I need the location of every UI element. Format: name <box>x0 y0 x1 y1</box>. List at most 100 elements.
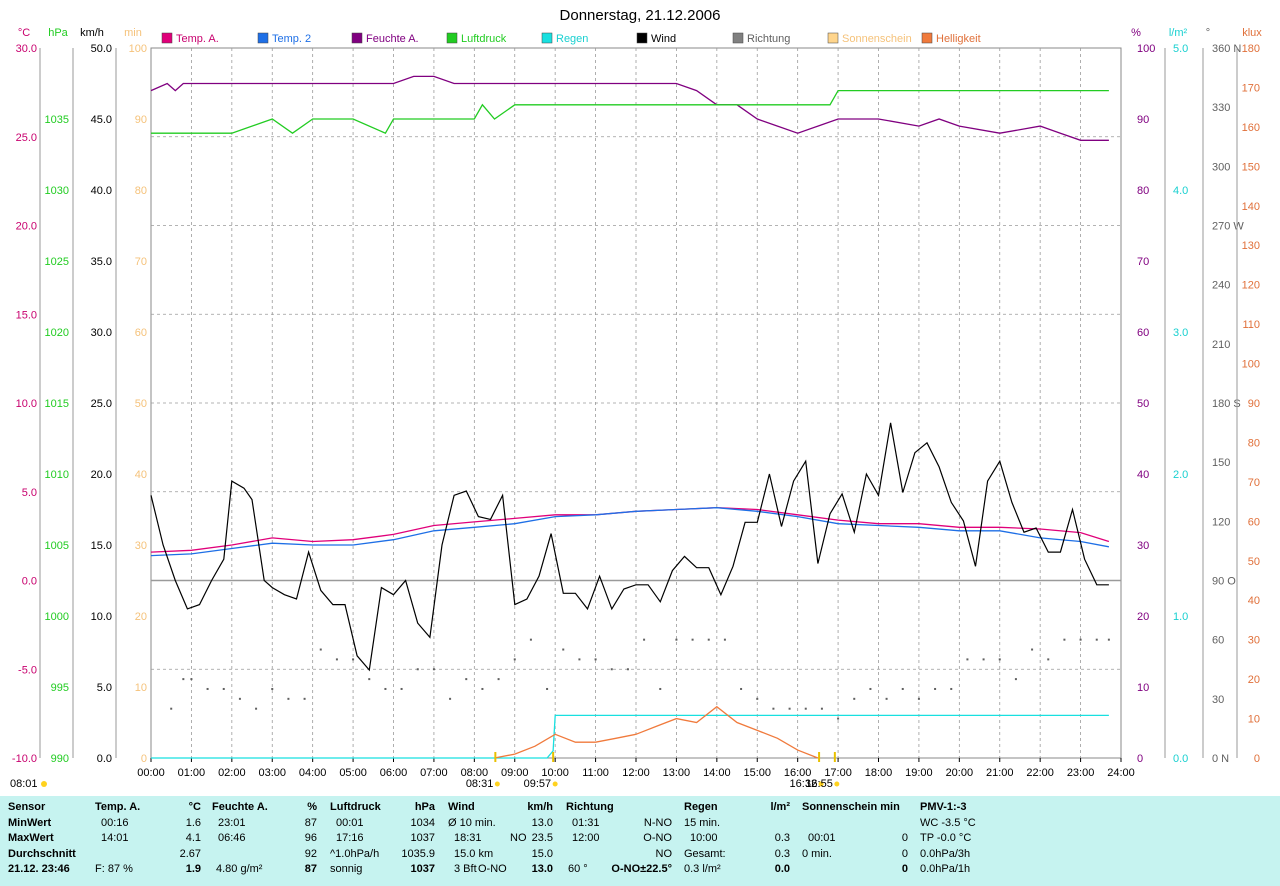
axis-tick-left: 25.0 <box>91 398 112 410</box>
axis-tick-left: 1000 <box>45 611 69 623</box>
stats-humidity-min-time: 23:01 <box>218 816 246 829</box>
series-line-feuchte-a- <box>150 75 1109 141</box>
legend-swatch <box>541 32 553 44</box>
axis-tick-right: 110 <box>1242 319 1260 331</box>
stats-wind-beaufort: 3 Bft <box>454 863 477 875</box>
axis-tick-left: 35.0 <box>91 256 112 268</box>
axis-tick-right: 10 <box>1137 682 1149 694</box>
axis-tick-right: 5.0 <box>1173 43 1188 55</box>
series-line-temp-2 <box>150 507 1110 557</box>
stats-humidity-header: Feuchte A. <box>212 801 268 813</box>
axis-tick-right: 130 <box>1242 240 1260 252</box>
weather-chart: Donnerstag, 21.12.2006 Temp. A. Temp. 2 Feu… <box>10 7 1262 790</box>
x-tick-label: 00:00 <box>137 767 165 779</box>
stats-row-label: MaxWert <box>8 832 54 844</box>
direction-point <box>934 687 937 690</box>
x-tick-label: 22:00 <box>1026 767 1054 779</box>
legend-swatch <box>636 32 648 44</box>
direction-point <box>368 678 371 681</box>
legend-label: Richtung <box>747 33 790 45</box>
axis-tick-left: 30.0 <box>91 327 112 339</box>
direction-point <box>659 687 662 690</box>
x-tick-label: 14:00 <box>703 767 731 779</box>
stats-sunshine-avg-value: 0 <box>901 847 908 860</box>
stats-pressure-1h: 0.0hPa/1h <box>920 863 971 875</box>
sunrise-label: 08:01 <box>10 778 38 790</box>
stats-wind-run: 15.0 km <box>454 847 494 860</box>
series-line-luftdruck <box>151 89 1109 135</box>
legend-swatch <box>351 32 363 44</box>
statistics-panel: Sensor MinWert MaxWert Durchschnitt 21.1… <box>0 796 1280 886</box>
sun-icon <box>552 781 558 787</box>
stats-pmv-header: PMV-1:-3 <box>920 801 967 813</box>
legend-swatch <box>446 32 458 44</box>
series-line-helligkeit <box>494 705 819 759</box>
axis-unit-right: % <box>1131 27 1141 39</box>
axis-tick-right: 160 <box>1242 122 1260 134</box>
axis-tick-right: 0.0 <box>1173 753 1188 765</box>
direction-point <box>772 707 775 710</box>
axis-tick-left: 90 <box>135 114 147 126</box>
legend-label: Luftdruck <box>461 33 507 45</box>
axis-tick-left: 0.0 <box>22 576 37 588</box>
stats-humidity-unit: % <box>307 801 317 813</box>
x-tick-label: 01:00 <box>178 767 206 779</box>
direction-point <box>707 638 710 641</box>
axis-tick-left: 990 <box>51 753 69 765</box>
stats-pressure-min-time: 00:01 <box>336 816 364 829</box>
stats-direction-degrees: 60 ° <box>568 863 588 875</box>
axis-tick-right: 60 <box>1248 516 1260 528</box>
legend-swatch <box>161 32 173 44</box>
direction-point <box>465 678 468 681</box>
stats-rain-interval: 15 min. <box>684 816 721 829</box>
axis-tick-right: 40 <box>1137 469 1149 481</box>
axis-tick-left: 10 <box>135 682 147 694</box>
direction-point <box>966 658 969 661</box>
legend-label: Helligkeit <box>936 33 981 45</box>
stats-temp-max-time: 14:01 <box>101 832 129 844</box>
direction-point <box>885 697 888 700</box>
stats-current-timestamp: 21.12. 23:46 <box>8 863 70 875</box>
x-tick-label: 23:00 <box>1067 767 1095 779</box>
axis-tick-right: 20 <box>1137 611 1149 623</box>
stats-temp-current-note: F: 87 % <box>95 863 133 875</box>
direction-point <box>238 697 241 700</box>
direction-point <box>182 678 185 681</box>
axis-unit-right: klux <box>1242 27 1262 39</box>
axis-tick-left: 50.0 <box>91 43 112 55</box>
axis-tick-left: 15.0 <box>91 540 112 552</box>
x-tick-label: 09:00 <box>501 767 529 779</box>
stats-direction-min-value: N-NO <box>643 816 672 829</box>
direction-point <box>1047 658 1050 661</box>
direction-point <box>416 668 419 671</box>
stats-row-label: MinWert <box>8 816 52 829</box>
stats-rain-time: 10:00 <box>690 832 718 844</box>
direction-point <box>481 687 484 690</box>
legend-swatch <box>257 32 269 44</box>
axis-tick-left: 60 <box>135 327 147 339</box>
x-tick-label: 24:00 <box>1107 767 1135 779</box>
axis-tick-right: 360 N <box>1212 43 1241 55</box>
stats-rain-column: Regen l/m² 15 min. 10:00 0.3 Gesamt: 0.3 0.… <box>684 800 790 878</box>
x-tick-label: 18:00 <box>865 767 893 779</box>
stats-temp-unit: °C <box>188 801 201 813</box>
axis-tick-right: 40 <box>1248 595 1260 607</box>
stats-temp-min-value: 1.6 <box>185 816 201 829</box>
stats-pressure-trend: ^1.0hPa/h <box>330 847 380 860</box>
legend-label: Wind <box>651 33 676 45</box>
axis-tick-right: 120 <box>1242 280 1260 292</box>
direction-point <box>740 687 743 690</box>
legend-label: Regen <box>556 33 588 45</box>
axis-tick-left: 20.0 <box>91 469 112 481</box>
stats-pressure-min-value: 1034 <box>410 816 435 829</box>
x-tick-label: 08:00 <box>461 767 489 779</box>
stats-wind-column: Wind km/h Ø 10 min. 13.0 18:31 NO 23.5 15.0 … <box>448 800 553 878</box>
axis-tick-left: -10.0 <box>12 753 37 765</box>
stats-row-label: Durchschnitt <box>8 847 76 860</box>
axis-tick-left: 70 <box>135 256 147 268</box>
axis-tick-right: 10 <box>1248 714 1260 726</box>
stats-temp-min-time: 00:16 <box>101 816 129 829</box>
axis-tick-right: 150 <box>1242 161 1260 173</box>
stats-direction-current-value: O-NO±22.5° <box>611 863 672 875</box>
direction-point <box>352 658 355 661</box>
